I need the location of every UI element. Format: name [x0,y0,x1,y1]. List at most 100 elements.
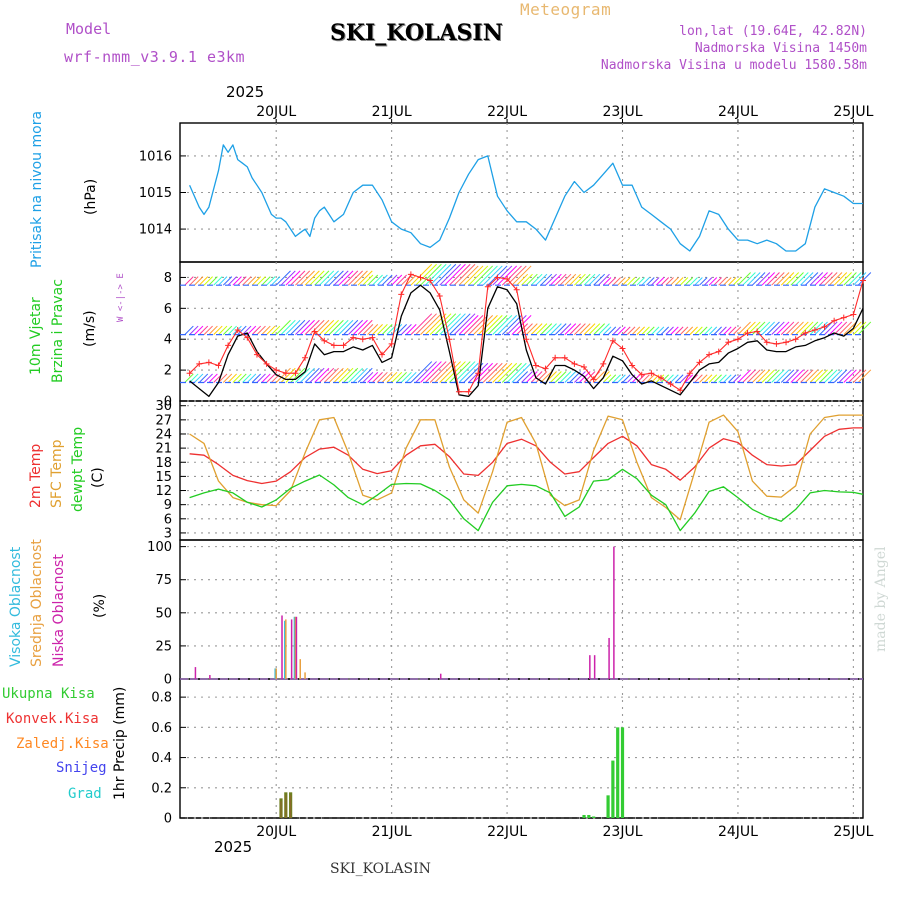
wind-gust-marker [696,359,703,366]
wind-flag [718,374,727,383]
wind-flag [689,277,698,286]
wind-gust-marker [725,339,732,346]
wind-flag [271,325,281,335]
wind-flag [372,274,383,286]
precip-legend-snow: Snijeg [56,760,107,776]
wind-flag [622,326,631,335]
wind-flag [838,321,852,335]
wind-gust-marker [215,362,222,369]
wind-flag [848,321,862,335]
wind-ytick-label: 0 [164,395,172,410]
wind-flag [718,326,727,335]
wind-flag [651,277,660,286]
wind-flag [602,374,612,383]
wind-flag [458,314,479,335]
wind-flag [256,276,266,286]
wind-gust-marker [253,351,260,358]
temp-panel-frame [179,400,864,541]
wind-flag [833,272,848,286]
wind-flag [482,362,503,383]
wind-flag [376,324,388,335]
wind-flag [424,361,447,383]
wind-flag [809,321,824,335]
wind-flag [333,270,349,286]
wind-gust-marker [330,342,337,349]
wind-flag [550,273,562,286]
wind-flag [550,323,562,335]
cloud-low-bar [281,615,283,679]
cloud-ytick-label: 100 [147,540,172,555]
wind-flag [699,277,708,286]
wind-gust-marker [455,388,462,395]
date-label-bottom: 20JUL [256,824,296,840]
wind-flag [795,369,809,383]
wind-flag [468,265,489,286]
wind-gust-marker [657,374,664,381]
wind-flag [227,325,237,335]
wind-flag [232,373,242,383]
wind-gust-marker [379,351,386,358]
pressure-ytick-label: 1016 [139,149,172,164]
cloud-low-bar [613,546,615,679]
wind-flag [477,314,498,335]
wind-flag [713,374,722,383]
wind-flag [535,371,548,383]
precip-conv-bar [285,795,287,818]
wind-flag [694,326,703,335]
wind-flag [559,273,572,286]
wind-flag [203,325,213,335]
wind-flag [814,272,828,286]
precip-total-bar [611,760,615,818]
wind-flag [578,273,591,286]
wind-flag [453,361,476,383]
wind-flag [429,361,452,383]
wind-flag [540,371,553,383]
temp-ytick-label: 30 [155,399,172,414]
wind-flag [665,326,674,335]
wind-gust-marker [561,354,568,361]
wind-flag [391,274,403,286]
wind-flag [415,313,437,335]
wind-flag [492,362,513,383]
wind-flag [679,374,689,383]
precip-legend-conv: Konvek.Kisa [6,711,99,727]
wind-flag [487,314,508,335]
cloud-ytick-label: 75 [155,573,172,588]
wind-flag [588,323,601,335]
wind-flag [232,276,242,286]
wind-flag [521,371,533,383]
wind-flag [482,314,503,335]
wind-flag [838,369,852,383]
wind-flag [703,326,713,335]
wind-gust-marker [609,337,616,344]
temp-dewpt-line [189,468,864,532]
wind-flag [304,367,320,383]
wind-flag [357,270,373,286]
wind-flag [189,373,199,383]
wind-flag [780,321,795,335]
wind-flag [203,373,213,383]
wind-flag [708,374,718,383]
wind-flag [742,369,756,383]
wind-flag [453,313,476,335]
precip-conv-bar [290,795,292,818]
wind-flag [756,369,771,383]
wind-flag [766,272,780,286]
wind-gust-marker [244,334,251,341]
cloud-low-bar [194,667,197,679]
wind-flag [646,374,655,383]
wind-flag [622,374,631,383]
precip-legend-frozen: Zaledj.Kisa [16,736,109,752]
wind-flag [497,265,518,286]
wind-flag [843,321,857,335]
wind-flag [756,272,771,286]
temp-ytick-label: 6 [164,512,172,527]
wind-flag [593,323,606,335]
wind-flag [343,367,359,383]
pressure-ytick-label: 1014 [139,223,172,238]
wind-flag [646,277,655,286]
wind-flag [737,369,751,383]
wind-flag [689,326,698,335]
wind-flag [420,361,442,383]
wind-gust-marker [340,342,347,349]
